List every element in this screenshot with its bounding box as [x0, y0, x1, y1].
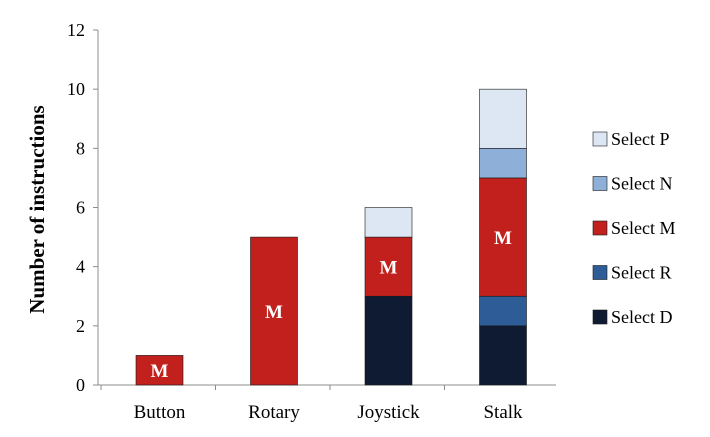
y-tick-label: 10 [67, 79, 85, 99]
legend-label-select-m: Select M [611, 218, 676, 238]
x-tick-label-rotary: Rotary [248, 402, 300, 423]
bars [135, 88, 527, 386]
bar-stalk-select-p [479, 88, 527, 149]
segment-label-rotary: M [265, 302, 283, 323]
segment-label-joystick: M [380, 258, 398, 279]
y-tick-label: 6 [76, 198, 85, 218]
bar-button-select-m [135, 355, 184, 386]
bar-stalk-select-r [479, 295, 527, 327]
legend-label-select-p: Select P [611, 129, 670, 149]
x-tick-label-joystick: Joystick [357, 402, 420, 423]
legend-swatch-select-m [592, 220, 608, 236]
y-tick-label: 2 [76, 316, 85, 336]
x-tick-label-button: Button [134, 402, 186, 423]
bar-joystick-select-d [364, 295, 413, 386]
y-tick-label: 0 [76, 375, 85, 395]
y-tick-label: 4 [76, 257, 85, 277]
bar-stalk-select-d [479, 325, 527, 386]
bar-stalk-select-n [479, 148, 527, 179]
segment-label-stalk: M [494, 228, 512, 249]
x-tick-label-stalk: Stalk [483, 402, 523, 423]
y-tick-label: 8 [76, 138, 85, 158]
legend-label-select-d: Select D [611, 307, 672, 327]
y-axis-title: Number of instructions [25, 105, 49, 313]
bar-joystick-select-p [364, 207, 413, 238]
bar-rotary-select-m [250, 236, 298, 386]
legend-label-select-n: Select N [611, 174, 672, 194]
axes: 0 2 4 6 8 10 12 Number of instructions Button Rot… [25, 20, 556, 423]
legend: Select P Select N Select M Select R Select D [592, 129, 676, 327]
legend-swatch-select-p [592, 131, 608, 147]
legend-swatch-select-n [592, 176, 608, 191]
bar-joystick-select-m [364, 236, 413, 297]
legend-swatch-select-r [592, 265, 608, 280]
segment-label-button: M [151, 361, 169, 382]
y-tick-label: 12 [67, 20, 85, 40]
bar-stalk-select-m [479, 177, 527, 297]
segment-labels: M M M M [151, 228, 513, 382]
legend-swatch-select-d [592, 309, 608, 325]
legend-label-select-r: Select R [611, 263, 672, 283]
